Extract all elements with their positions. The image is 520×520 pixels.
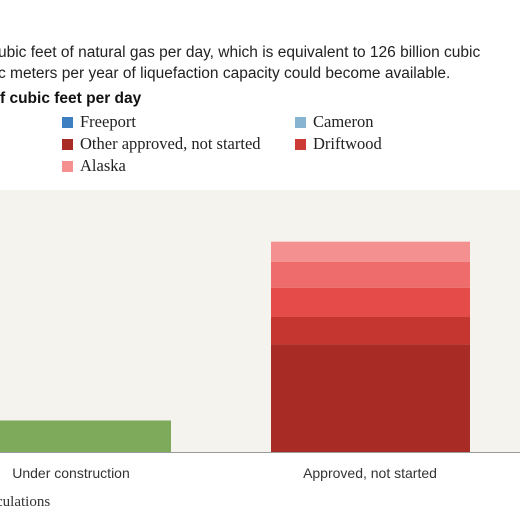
- legend-item-driftwood: Driftwood: [295, 134, 382, 154]
- legend-label-freeport: Freeport: [80, 112, 136, 131]
- legend-swatch-freeport: [62, 116, 73, 128]
- bar-chart: [0, 241, 520, 453]
- legend-swatch-driftwood: [295, 138, 306, 150]
- source-note: culations: [0, 494, 51, 510]
- legend-item-alaska: Alaska: [62, 156, 126, 176]
- legend-swatch-other-approved: [62, 138, 73, 150]
- legend-item-freeport: Freeport: [62, 112, 136, 132]
- legend-label-alaska: Alaska: [80, 156, 126, 175]
- legend-swatch-cameron: [295, 116, 306, 128]
- bar-segment-1-2: [271, 316, 470, 345]
- bar-segment-1-5: [271, 241, 470, 262]
- units-label: f cubic feet per day: [0, 90, 142, 107]
- chart-subtitle: ubic feet of natural gas per day, which …: [0, 42, 520, 84]
- legend-label-driftwood: Driftwood: [313, 134, 382, 153]
- x-tick-label-approved-not-started: Approved, not started: [303, 465, 437, 481]
- bar-segment-0-0: [0, 420, 171, 452]
- legend-label-cameron: Cameron: [313, 112, 374, 131]
- bar-segment-1-3: [271, 287, 470, 317]
- legend-swatch-alaska: [62, 160, 73, 172]
- subtitle-line-2: c meters per year of liquefaction capaci…: [0, 65, 451, 82]
- bar-segment-1-4: [271, 261, 470, 288]
- x-tick-label-under-construction: Under construction: [12, 465, 130, 481]
- legend-item-cameron: Cameron: [295, 112, 373, 132]
- bar-segment-1-1: [271, 344, 470, 452]
- legend-label-other-approved: Other approved, not started: [80, 134, 261, 153]
- legend-item-other-approved: Other approved, not started: [62, 134, 261, 154]
- subtitle-line-1: ubic feet of natural gas per day, which …: [0, 44, 481, 61]
